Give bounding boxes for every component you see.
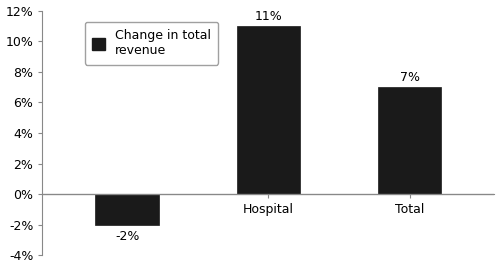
Text: -2%: -2% [115, 230, 140, 243]
Bar [378, 87, 442, 194]
Text: 7%: 7% [400, 71, 419, 84]
Bar [96, 194, 159, 225]
Legend: Change in total
revenue: Change in total revenue [85, 22, 218, 65]
Text: 11%: 11% [254, 10, 282, 23]
Bar [236, 26, 300, 194]
